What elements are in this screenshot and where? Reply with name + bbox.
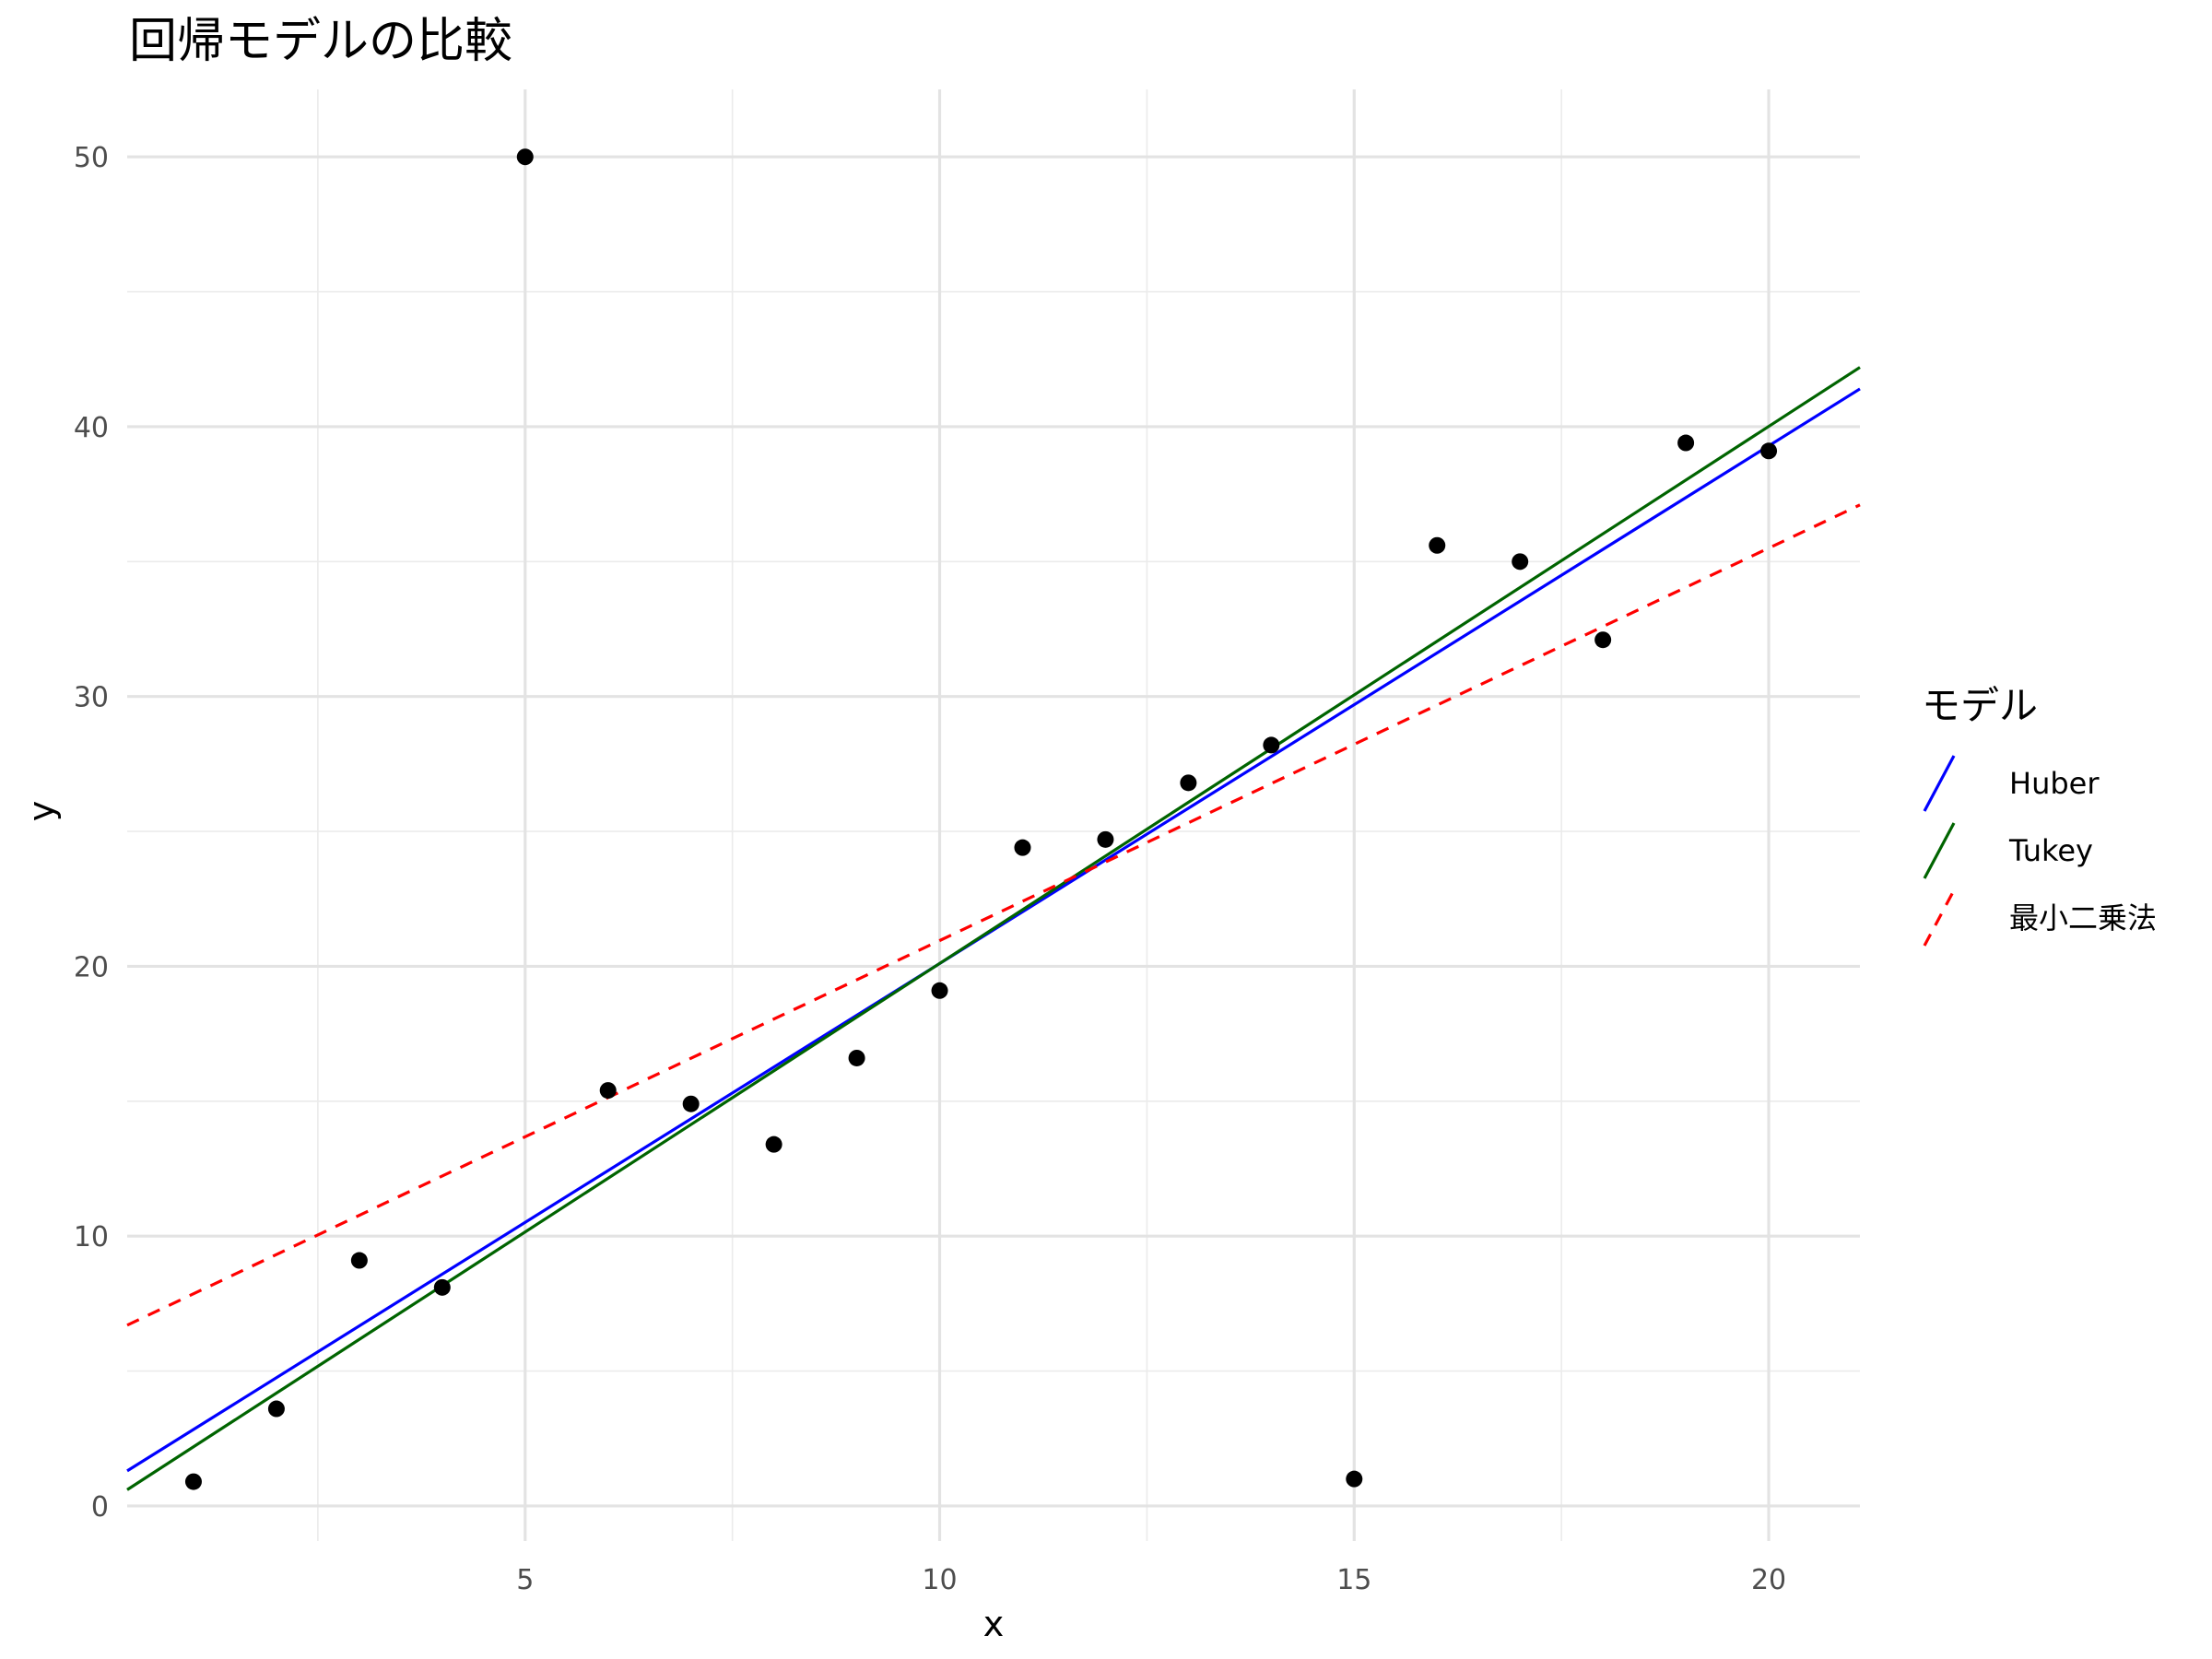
y-tick-label: 10 [74, 1221, 109, 1253]
legend-label: Tukey [2008, 833, 2093, 868]
data-point [350, 1252, 368, 1269]
data-point [1263, 736, 1280, 754]
legend-label: 最小二乗法 [2009, 900, 2157, 935]
data-point [931, 982, 948, 999]
data-point [433, 1278, 451, 1296]
y-axis-label: y [21, 801, 62, 822]
y-tick-label: 0 [91, 1491, 109, 1524]
data-point [1429, 536, 1446, 554]
y-tick-label: 40 [74, 412, 109, 444]
data-point [1346, 1470, 1363, 1488]
data-point [1097, 830, 1114, 848]
x-tick-label: 10 [922, 1564, 957, 1596]
data-point [765, 1135, 782, 1153]
data-point [1512, 553, 1529, 571]
legend: モデル Huber Tukey 最小二乗法 [1922, 683, 2157, 947]
legend-title: モデル [1922, 683, 2038, 728]
data-point [848, 1049, 865, 1066]
minor-gridlines [127, 89, 1860, 1541]
data-point [267, 1400, 285, 1418]
x-tick-label: 15 [1336, 1564, 1371, 1596]
legend-key-最小二乗法 [1923, 889, 1956, 947]
legend-key-Huber [1923, 755, 1956, 812]
data-point [1014, 839, 1031, 856]
regression-line-Tukey [126, 366, 1861, 1491]
legend-label: Huber [2009, 766, 2100, 801]
data-points [184, 148, 1778, 1490]
y-tick-label: 30 [74, 682, 109, 714]
y-tick-label: 50 [74, 142, 109, 174]
major-gridlines [127, 89, 1860, 1541]
legend-key-Tukey [1923, 822, 1956, 879]
data-point [1594, 631, 1612, 649]
data-point [516, 148, 534, 166]
data-point [1180, 774, 1197, 792]
data-point [184, 1473, 202, 1490]
x-tick-label: 5 [516, 1564, 534, 1596]
x-axis-ticks: 5 10 15 20 [516, 1564, 1786, 1596]
y-axis-ticks: 0 10 20 30 40 50 [74, 142, 109, 1524]
data-point [1760, 442, 1778, 460]
data-point [599, 1082, 617, 1100]
y-tick-label: 20 [74, 951, 109, 983]
chart-title: 回帰モデルの比較 [129, 14, 512, 69]
x-axis-label: x [983, 1604, 1005, 1644]
regression-lines [126, 366, 1861, 1491]
regression-line-最小二乗法 [126, 503, 1861, 1327]
data-point [1677, 434, 1695, 452]
data-point [682, 1095, 700, 1112]
x-tick-label: 20 [1751, 1564, 1786, 1596]
